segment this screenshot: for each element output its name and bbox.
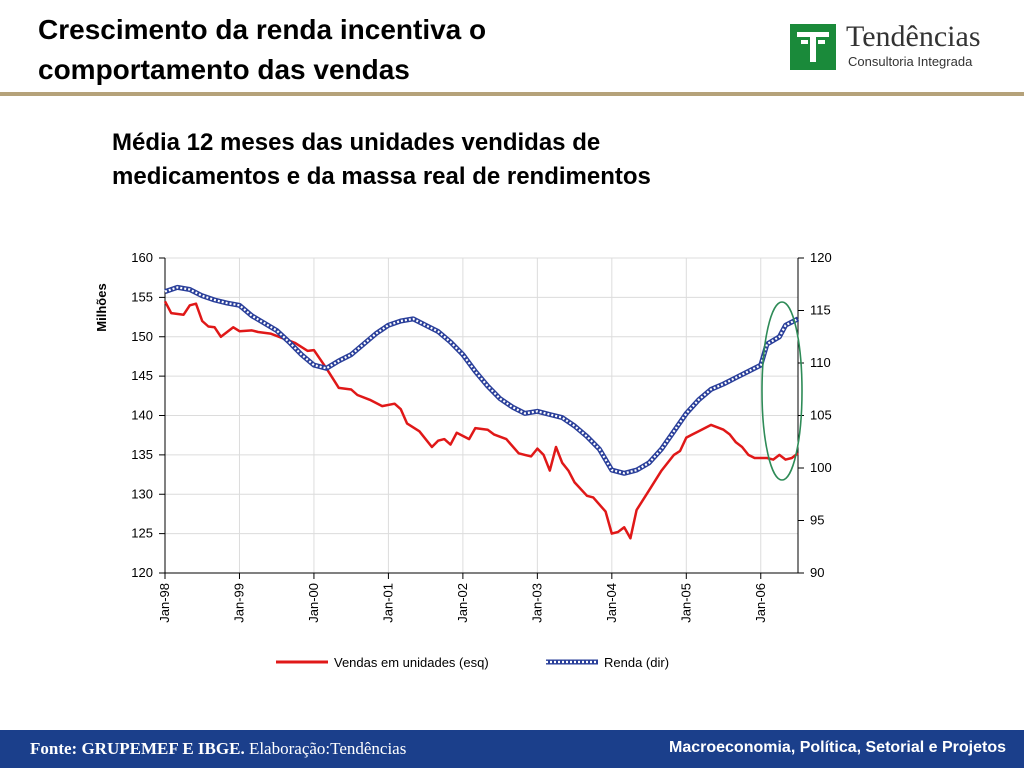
footer-bar [0,730,1024,768]
y-axis-title: Milhões [94,283,109,331]
series-line-vendas [163,300,799,540]
y-tick-label-right: 105 [810,408,832,423]
y-tick-label-left: 155 [131,289,153,304]
y-tick-label-left: 125 [131,526,153,541]
x-tick-label: Jan-98 [157,583,172,623]
y-tick-label-right: 90 [810,565,824,580]
chart-title-line2: medicamentos e da massa real de rendimen… [112,163,651,190]
highlight-ellipse [761,301,803,481]
x-tick-label: Jan-00 [306,583,321,623]
series-line-renda-outline [164,284,800,476]
x-tick-label: Jan-04 [604,583,619,623]
y-tick-label-left: 140 [131,408,153,423]
logo-name: Tendências [846,20,981,53]
x-tick-label: Jan-06 [753,583,768,623]
y-tick-label-left: 150 [131,329,153,344]
logo-subtitle: Consultoria Integrada [848,54,973,69]
x-tick-label: Jan-02 [455,583,470,623]
logo-mark-icon [790,24,836,70]
tendencias-logo: Tendências Consultoria Integrada [790,20,1000,72]
x-tick-label: Jan-03 [529,583,544,623]
y-tick-label-right: 110 [810,355,831,370]
footer-source: Fonte: GRUPEMEF E IBGE. Elaboração:Tendê… [30,739,406,759]
x-tick-label: Jan-99 [231,583,246,623]
slide-title: Crescimento da renda incentiva o comport… [38,10,678,90]
y-tick-label-right: 120 [810,250,832,265]
slide-title-line2: comportamento das vendas [38,54,410,85]
footer-tagline: Macroeconomia, Política, Setorial e Proj… [669,739,1006,756]
chart-title: Média 12 meses das unidades vendidas de … [112,126,872,194]
line-chart: 120 125 130 135 140 145 150 155 160 90 95 100 105 110… [94,250,832,670]
x-tick-label: Jan-01 [380,583,395,623]
y-tick-label-left: 145 [131,368,153,383]
slide-title-line1: Crescimento da renda incentiva o [38,14,487,45]
y-tick-label-left: 130 [131,486,153,501]
y-tick-label-left: 160 [131,250,153,265]
chart-title-line1: Média 12 meses das unidades vendidas de [112,129,601,156]
y-tick-label-right: 115 [810,303,831,318]
legend-label-vendas: Vendas em unidades (esq) [334,655,489,670]
legend-label-renda: Renda (dir) [604,655,669,670]
footer-source-rest: Elaboração:Tendências [244,739,407,758]
y-tick-label-left: 135 [131,447,153,462]
y-tick-label-right: 95 [810,513,824,528]
footer-source-bold: Fonte: GRUPEMEF E IBGE. [30,739,245,758]
y-tick-label-left: 120 [131,565,153,580]
y-tick-label-right: 100 [810,460,832,475]
title-divider [0,92,1024,96]
x-tick-label: Jan-05 [678,583,693,623]
